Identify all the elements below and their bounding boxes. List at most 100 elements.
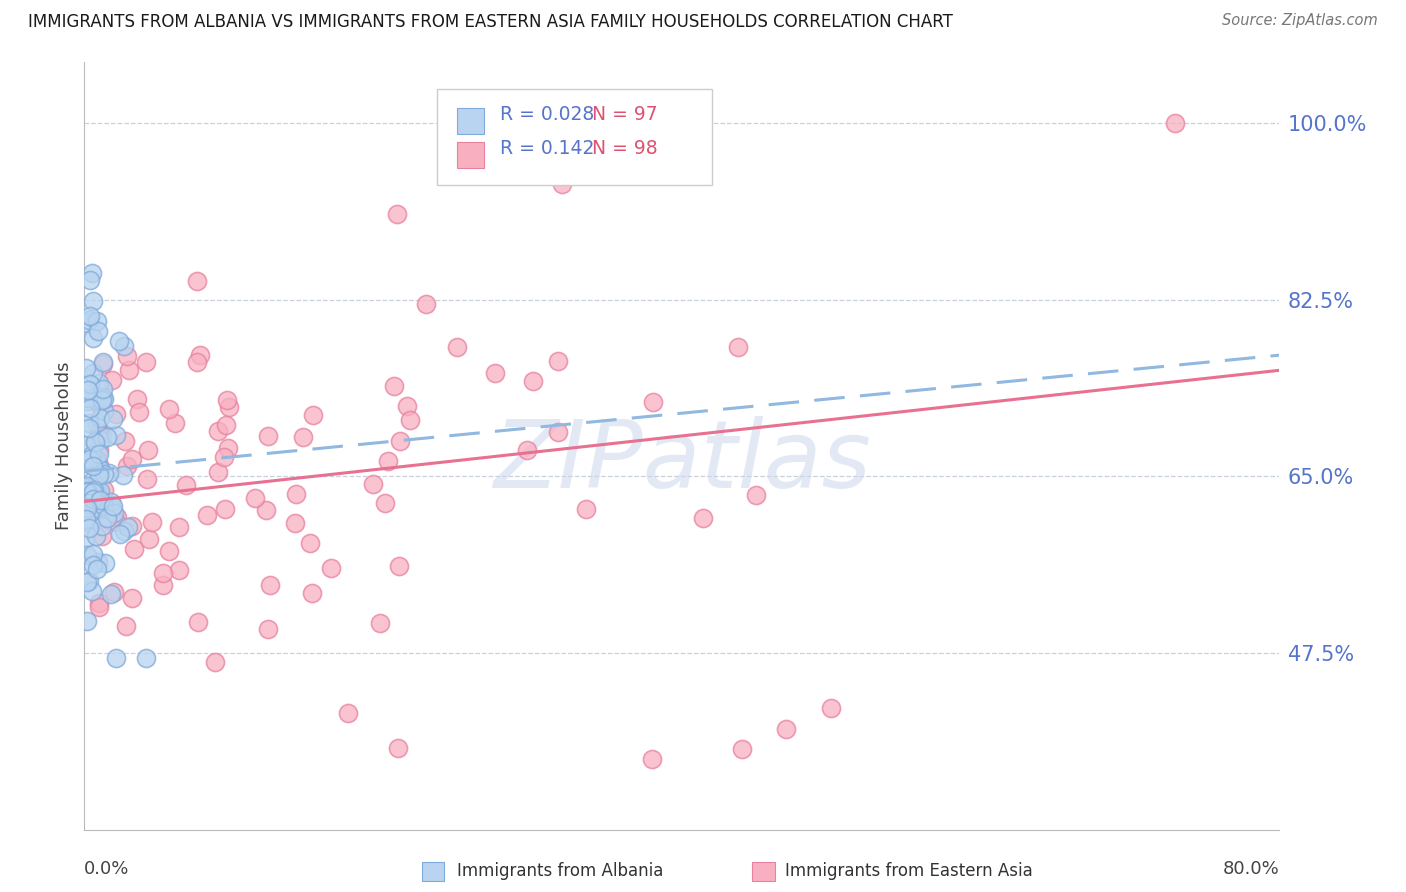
Point: [75, 438, 97, 452]
Point: [100, 587, 122, 601]
Point: [121, 591, 143, 605]
Point: [89, 599, 111, 614]
Point: [90, 393, 112, 408]
Point: [89, 397, 111, 411]
Point: [79, 452, 101, 467]
Text: R = 0.028: R = 0.028: [501, 105, 595, 124]
Point: [215, 417, 238, 432]
Point: [641, 752, 664, 766]
Point: [82, 558, 104, 572]
Point: [82, 485, 104, 500]
Point: [91, 427, 114, 442]
Point: [114, 618, 136, 632]
Point: [522, 374, 544, 388]
Point: [547, 353, 569, 368]
Point: [82, 459, 104, 474]
Point: [96, 511, 118, 525]
Point: [186, 274, 208, 288]
Point: [93, 392, 115, 406]
Point: [214, 502, 236, 516]
Point: [363, 476, 385, 491]
Point: [388, 434, 411, 448]
Point: [108, 527, 131, 541]
Point: [292, 430, 315, 444]
Point: [112, 524, 135, 538]
Point: [89, 426, 111, 441]
Point: [91, 357, 114, 371]
Point: [84, 500, 107, 515]
Point: [76, 484, 98, 499]
Point: [96, 430, 118, 444]
Point: [89, 442, 111, 457]
Point: [77, 421, 100, 435]
Point: [484, 367, 506, 381]
Point: [284, 516, 307, 530]
Point: [86, 314, 108, 328]
Text: N = 97: N = 97: [592, 105, 658, 124]
Point: [301, 408, 323, 422]
Point: [100, 495, 122, 509]
Point: [775, 722, 797, 736]
Point: [101, 373, 124, 387]
Point: [446, 340, 468, 354]
Point: [80, 499, 103, 513]
Point: [83, 483, 105, 498]
Point: [77, 574, 100, 588]
Point: [190, 349, 212, 363]
Point: [217, 393, 239, 408]
Point: [387, 740, 409, 755]
Point: [125, 392, 148, 406]
Point: [114, 434, 136, 448]
Point: [90, 433, 112, 447]
Point: [105, 408, 128, 422]
Point: [89, 426, 111, 441]
Point: [112, 338, 135, 352]
Point: [112, 467, 135, 482]
Point: [204, 655, 226, 669]
Point: [105, 510, 128, 524]
Point: [377, 454, 399, 468]
Point: [90, 492, 112, 507]
Point: [89, 447, 111, 461]
Point: [243, 491, 266, 505]
Point: [152, 577, 174, 591]
Point: [90, 519, 112, 533]
Point: [103, 499, 125, 513]
Point: [77, 312, 100, 326]
Point: [575, 501, 598, 516]
Point: [174, 478, 197, 492]
Point: [97, 466, 120, 480]
Point: [89, 468, 111, 483]
Point: [374, 496, 396, 510]
Point: [76, 614, 98, 628]
Point: [79, 376, 101, 391]
Point: [516, 443, 538, 458]
Bar: [457, 109, 484, 134]
Point: [396, 399, 419, 413]
Text: R = 0.142: R = 0.142: [501, 139, 595, 158]
Point: [89, 484, 111, 499]
Point: [80, 267, 103, 281]
Point: [547, 425, 569, 439]
Point: [103, 585, 125, 599]
Point: [336, 706, 359, 720]
Point: [91, 529, 114, 543]
Point: [87, 555, 110, 569]
Point: [217, 442, 239, 456]
Point: [301, 586, 323, 600]
Point: [256, 429, 278, 443]
Point: [692, 511, 714, 525]
Point: [207, 425, 229, 439]
Point: [135, 651, 157, 665]
Point: [75, 485, 97, 500]
Point: [89, 462, 111, 476]
FancyBboxPatch shape: [437, 89, 711, 186]
Point: [89, 410, 111, 425]
Point: [157, 402, 180, 417]
Point: [86, 483, 108, 498]
Point: [93, 467, 115, 482]
Point: [91, 390, 114, 404]
Point: [187, 615, 209, 630]
Point: [551, 177, 574, 191]
Point: [89, 458, 111, 472]
